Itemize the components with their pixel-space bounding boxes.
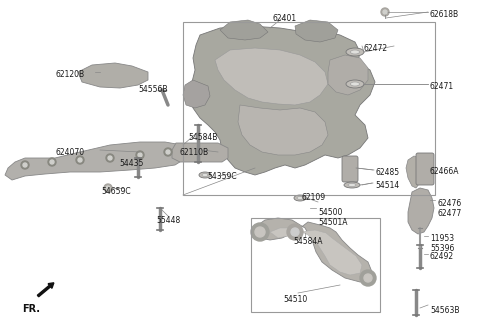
Polygon shape <box>295 20 338 42</box>
Text: 62471: 62471 <box>430 82 454 91</box>
Text: 54359C: 54359C <box>207 172 237 181</box>
Text: 54659C: 54659C <box>101 187 131 196</box>
Polygon shape <box>254 218 372 282</box>
Text: 62110B: 62110B <box>180 148 209 157</box>
Text: 62109: 62109 <box>302 193 326 202</box>
Text: 54510: 54510 <box>283 295 307 304</box>
Bar <box>251 218 380 312</box>
Text: 62401: 62401 <box>273 14 297 23</box>
Text: 62120B: 62120B <box>55 70 84 79</box>
Circle shape <box>164 148 172 156</box>
Polygon shape <box>183 80 210 108</box>
Ellipse shape <box>297 196 303 199</box>
Text: 62476
62477: 62476 62477 <box>437 199 461 218</box>
Circle shape <box>106 186 110 190</box>
Ellipse shape <box>346 80 364 88</box>
Text: 54563B: 54563B <box>430 306 459 315</box>
Circle shape <box>251 223 269 241</box>
Polygon shape <box>190 26 375 175</box>
Text: FR.: FR. <box>22 304 40 314</box>
Circle shape <box>364 274 372 282</box>
Circle shape <box>383 10 387 14</box>
Polygon shape <box>215 48 328 105</box>
Polygon shape <box>78 63 148 88</box>
Circle shape <box>136 151 144 159</box>
Circle shape <box>23 163 27 167</box>
Ellipse shape <box>348 183 356 187</box>
Text: 54584B: 54584B <box>188 133 217 142</box>
Text: 54556B: 54556B <box>138 85 168 94</box>
Circle shape <box>108 156 112 160</box>
FancyBboxPatch shape <box>416 153 434 185</box>
Circle shape <box>291 228 299 236</box>
Circle shape <box>104 184 112 192</box>
Circle shape <box>287 224 303 240</box>
Text: 54584A: 54584A <box>293 237 323 246</box>
Circle shape <box>138 153 142 157</box>
Bar <box>183 22 435 195</box>
Circle shape <box>255 227 265 237</box>
Circle shape <box>166 150 170 154</box>
Circle shape <box>21 161 29 169</box>
Circle shape <box>76 156 84 164</box>
Text: 54500
54501A: 54500 54501A <box>318 208 348 227</box>
Polygon shape <box>5 142 185 180</box>
Circle shape <box>106 154 114 162</box>
Text: 62618B: 62618B <box>430 10 459 19</box>
Ellipse shape <box>294 195 306 201</box>
Ellipse shape <box>344 182 360 188</box>
Text: 62492: 62492 <box>430 252 454 261</box>
Circle shape <box>381 8 389 16</box>
Text: 11953
55396: 11953 55396 <box>430 234 455 254</box>
Polygon shape <box>408 188 434 234</box>
Text: 62472: 62472 <box>363 44 387 53</box>
Text: 624070: 624070 <box>55 148 84 157</box>
Text: 62485: 62485 <box>375 168 399 177</box>
Circle shape <box>360 270 376 286</box>
Text: 55448: 55448 <box>156 216 180 225</box>
FancyBboxPatch shape <box>342 156 358 182</box>
Ellipse shape <box>346 48 364 56</box>
Polygon shape <box>220 20 268 40</box>
Ellipse shape <box>350 50 360 54</box>
Polygon shape <box>238 105 328 155</box>
Polygon shape <box>172 143 228 162</box>
Text: 62466A: 62466A <box>430 167 459 176</box>
FancyArrow shape <box>37 283 54 297</box>
Circle shape <box>50 160 54 164</box>
Polygon shape <box>328 55 368 95</box>
Circle shape <box>78 158 82 162</box>
Ellipse shape <box>199 172 211 178</box>
Ellipse shape <box>202 174 208 176</box>
Polygon shape <box>406 156 426 188</box>
Polygon shape <box>270 228 362 275</box>
Text: 54514: 54514 <box>375 181 399 190</box>
Ellipse shape <box>350 82 360 86</box>
Circle shape <box>48 158 56 166</box>
Text: 54435: 54435 <box>119 159 144 168</box>
